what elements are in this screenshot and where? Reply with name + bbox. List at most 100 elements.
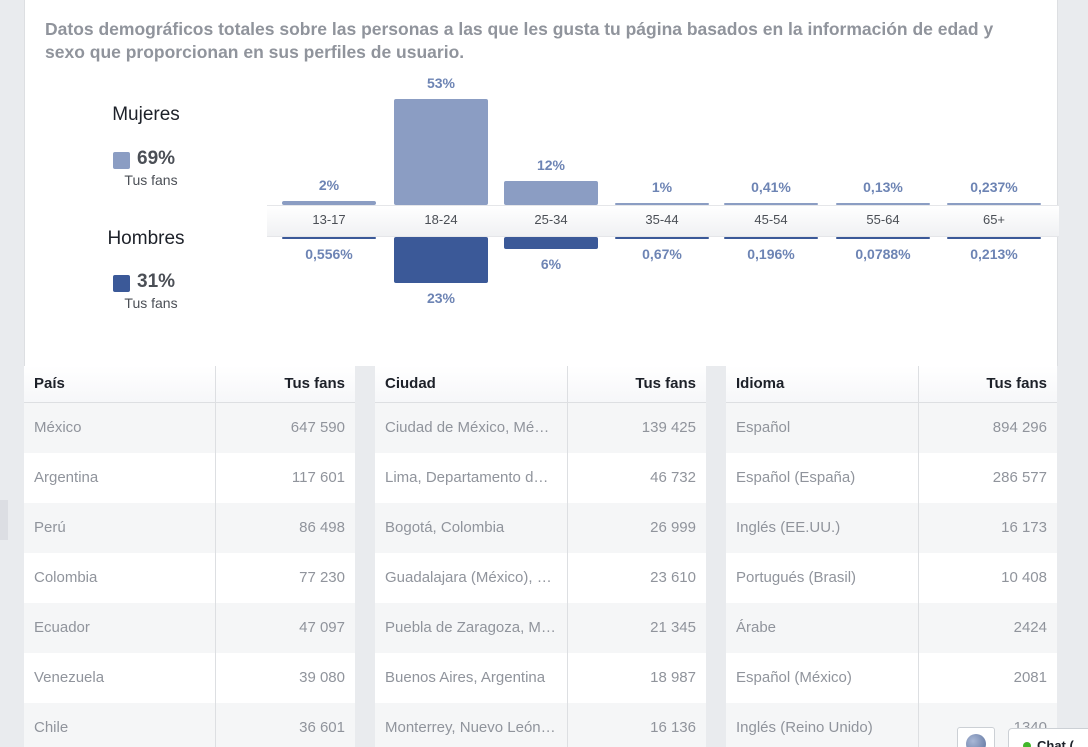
women-bar[interactable] (394, 99, 488, 205)
header-city[interactable]: Ciudad (375, 366, 568, 402)
legend-women-pct: 69% (137, 148, 176, 169)
row-value: 2081 (1013, 669, 1047, 686)
table-row[interactable]: Español 894 296 (726, 403, 1057, 453)
row-value: 2424 (1013, 619, 1047, 636)
men-bar[interactable] (836, 237, 930, 239)
men-data-label: 0,67% (642, 246, 682, 262)
row-label: Ciudad de México, Mé… (375, 403, 568, 453)
row-value: 894 296 (992, 419, 1047, 436)
row-label: México (24, 403, 216, 453)
age-axis-band (267, 205, 1059, 237)
table-header: Idioma Tus fans (726, 366, 1057, 403)
table-row[interactable]: Inglés (Reino Unido)1340 (726, 703, 1057, 747)
age-tick-label: 45-54 (754, 212, 788, 227)
table-row[interactable]: Ecuador 47 097 (24, 603, 355, 653)
age-tick-label: 55-64 (866, 212, 900, 227)
age-tick-label: 13-17 (312, 212, 346, 227)
legend-men-pct: 31% (137, 271, 176, 292)
men-data-label: 0,196% (747, 246, 795, 262)
header-country[interactable]: País (24, 366, 216, 402)
row-label: Español (México) (726, 653, 919, 703)
row-label: Español (726, 403, 919, 453)
row-value: 77 230 (299, 569, 345, 586)
row-label: Guadalajara (México), … (375, 553, 568, 603)
age-tick-label: 35-44 (645, 212, 679, 227)
table-row[interactable]: Español (España) 286 577 (726, 453, 1057, 503)
table-row[interactable]: Ciudad de México, Mé… 139 425 (375, 403, 706, 453)
row-value: 139 425 (641, 419, 696, 436)
header-fans[interactable]: Tus fans (635, 375, 696, 392)
table-row[interactable]: Portugués (Brasil) 10 408 (726, 553, 1057, 603)
legend-men-swatch (113, 275, 130, 292)
country-table: País Tus fans México 647 590 Argentina 117 … (24, 366, 355, 747)
table-row[interactable]: Puebla de Zaragoza, M… 21 345 (375, 603, 706, 653)
women-bar[interactable] (504, 181, 598, 205)
online-status-icon (1023, 742, 1031, 747)
table-row[interactable]: Lima, Departamento d… 46 732 (375, 453, 706, 503)
women-data-label: 2% (318, 177, 340, 193)
table-row[interactable]: Monterrey, Nuevo León… 16 136 (375, 703, 706, 747)
men-bar[interactable] (615, 237, 709, 239)
legend-men-row: 31% (113, 271, 175, 293)
row-value: 10 408 (1001, 569, 1047, 586)
women-data-label: 12% (536, 157, 566, 173)
women-bar[interactable] (947, 203, 1041, 205)
women-data-label: 0,13% (863, 179, 903, 195)
row-value: 286 577 (992, 469, 1047, 486)
women-data-label: 53% (426, 75, 456, 91)
table-row[interactable]: Venezuela 39 080 (24, 653, 355, 703)
table-row[interactable]: México 647 590 (24, 403, 355, 453)
men-bar[interactable] (724, 237, 818, 239)
table-row[interactable]: Chile 36 601 (24, 703, 355, 747)
men-bar[interactable] (282, 237, 376, 239)
row-value: 36 601 (299, 719, 345, 736)
women-data-label: 1% (651, 179, 673, 195)
women-bar[interactable] (615, 203, 709, 205)
men-data-label: 0,213% (970, 246, 1018, 262)
table-header: Ciudad Tus fans (375, 366, 706, 403)
women-bar[interactable] (282, 201, 376, 205)
men-data-label: 0,0788% (855, 246, 911, 262)
header-fans[interactable]: Tus fans (284, 375, 345, 392)
men-bar[interactable] (504, 237, 598, 249)
men-data-label: 0,556% (305, 246, 353, 262)
men-data-label: 6% (540, 256, 562, 272)
men-bar[interactable] (394, 237, 488, 283)
chat-label: Chat ( (1037, 738, 1074, 747)
legend-men-title: Hombres (107, 228, 185, 249)
men-data-label: 23% (426, 290, 456, 306)
age-tick-label: 65+ (982, 212, 1006, 227)
table-row[interactable]: Colombia 77 230 (24, 553, 355, 603)
age-tick-label: 25-34 (534, 212, 568, 227)
age-tick-label: 18-24 (424, 212, 458, 227)
globe-icon[interactable] (957, 727, 995, 747)
women-bar[interactable] (724, 203, 818, 205)
men-bar[interactable] (947, 237, 1041, 239)
table-header: País Tus fans (24, 366, 355, 403)
row-label: Bogotá, Colombia (375, 503, 568, 553)
city-table: Ciudad Tus fans Ciudad de México, Mé… 139… (375, 366, 706, 747)
table-row[interactable]: Español (México) 2081 (726, 653, 1057, 703)
row-label: Perú (24, 503, 216, 553)
row-label: Inglés (Reino Unido) (726, 703, 919, 747)
row-label: Portugués (Brasil) (726, 553, 919, 603)
women-bar[interactable] (836, 203, 930, 205)
row-label: Inglés (EE.UU.) (726, 503, 919, 553)
demographics-description: Datos demográficos totales sobre las per… (45, 19, 994, 62)
table-row[interactable]: Inglés (EE.UU.) 16 173 (726, 503, 1057, 553)
table-row[interactable]: Árabe 2424 (726, 603, 1057, 653)
table-row[interactable]: Guadalajara (México), … 23 610 (375, 553, 706, 603)
header-fans[interactable]: Tus fans (986, 375, 1047, 392)
table-row[interactable]: Bogotá, Colombia 26 999 (375, 503, 706, 553)
row-label: Monterrey, Nuevo León… (375, 703, 568, 747)
chat-button[interactable]: Chat ( (1008, 728, 1088, 747)
row-value: 16 173 (1001, 519, 1047, 536)
row-value: 117 601 (291, 469, 345, 486)
table-body: Español 894 296 Español (España) 286 577 Ing… (726, 403, 1057, 747)
table-row[interactable]: Argentina 117 601 (24, 453, 355, 503)
row-value: 647 590 (290, 419, 345, 436)
table-row[interactable]: Buenos Aires, Argentina 18 987 (375, 653, 706, 703)
header-language[interactable]: Idioma (726, 366, 919, 402)
legend-women-swatch (113, 152, 130, 169)
table-row[interactable]: Perú 86 498 (24, 503, 355, 553)
